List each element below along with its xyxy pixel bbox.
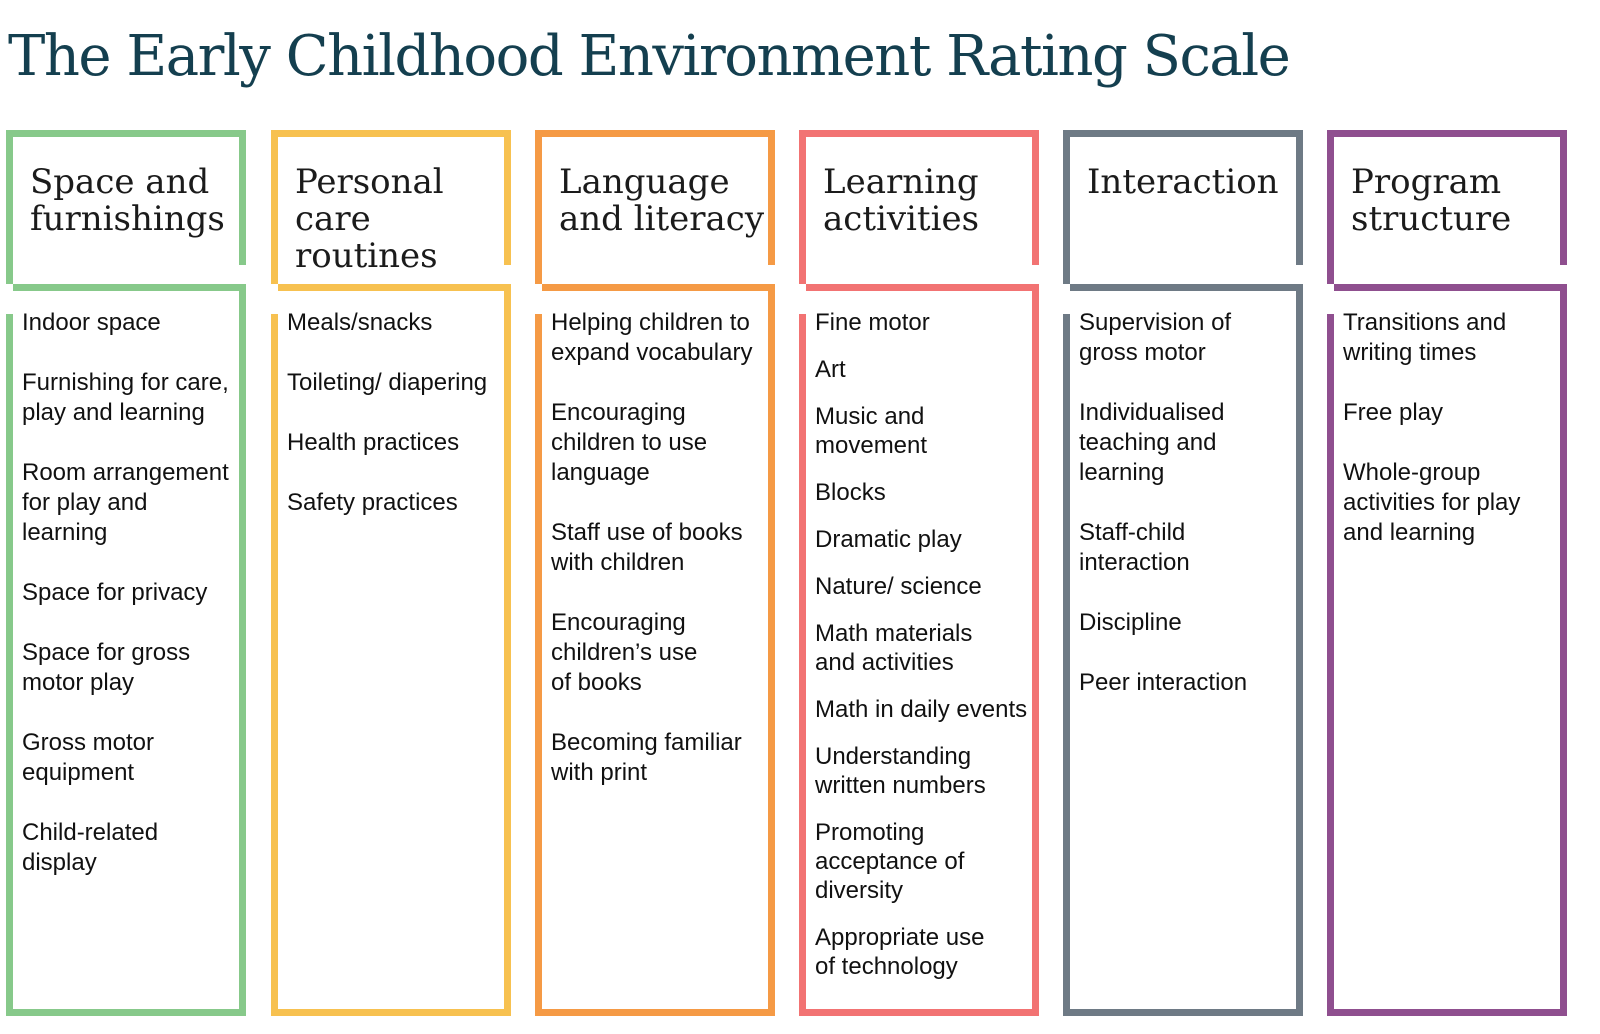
column-body-frame [1327,284,1567,1016]
list-item: Helping children to expand vocabulary [551,309,753,366]
list-item: Discipline [1079,609,1182,636]
list-item: Indoor space [22,309,161,336]
page-title: The Early Childhood Environment Rating S… [8,24,1291,89]
list-item: Transitions and writing times [1343,309,1507,366]
list-item: Art [815,356,846,383]
item-list: Indoor space Furnishing for care, play a… [22,308,244,908]
list-item: Encouraging children’s use of books [551,609,698,696]
column-heading: Personal care routines [295,162,444,276]
column-heading: Program structure [1351,162,1512,239]
list-item: Furnishing for care, play and learning [22,369,229,426]
column-heading: Space and furnishings [30,162,225,239]
list-item: Free play [1343,399,1444,426]
column-body-frame [535,284,775,1016]
column-body-frame [799,284,1039,1016]
list-item: Child-related display [22,819,159,876]
list-item: Health practices [287,429,460,456]
list-item: Space for privacy [22,579,208,606]
list-item: Staff-child interaction [1079,519,1190,576]
column-header-frame [271,130,511,291]
item-list: Helping children to expand vocabulary En… [551,308,773,818]
list-item: Blocks [815,479,886,506]
column-personal-care-routines: Personal care routines Meals/snacks Toil… [271,130,511,1016]
list-item: Peer interaction [1079,669,1248,696]
column-space-and-furnishings: Space and furnishings Indoor space Furni… [6,130,246,1016]
list-item: Promoting acceptance of diversity [815,819,965,904]
list-item: Space for gross motor play [22,639,191,696]
column-header-frame [1063,130,1303,291]
list-item: Fine motor [815,309,930,336]
list-item: Gross motor equipment [22,729,155,786]
list-item: Dramatic play [815,526,962,553]
column-header-frame [799,130,1039,291]
list-item: Appropriate use of technology [815,924,985,980]
column-heading: Language and literacy [559,162,765,239]
item-list: Meals/snacks Toileting/ diapering Health… [287,308,509,548]
column-language-and-literacy: Language and literacy Helping children t… [535,130,775,1016]
list-item: Encouraging children to use language [551,399,708,486]
list-item: Understanding written numbers [815,743,986,799]
list-item: Math in daily events [815,696,1028,723]
list-item: Toileting/ diapering [287,369,488,396]
column-heading: Interaction [1087,162,1279,202]
list-item: Music and movement [815,403,928,459]
list-item: Nature/ science [815,573,982,600]
list-item: Safety practices [287,489,458,516]
column-heading: Learning activities [823,162,980,239]
column-header-frame [6,130,246,291]
list-item: Individualised teaching and learning [1079,399,1225,486]
list-item: Whole-group activities for play and lear… [1343,459,1521,546]
column-learning-activities: Learning activities Fine motor Art Music… [799,130,1039,1016]
column-header-frame [535,130,775,291]
column-body-frame [6,284,246,1016]
item-list: Fine motor Art Music and movement Blocks… [815,308,1037,999]
column-body-frame [1063,284,1303,1016]
item-list: Supervision of gross motor Individualise… [1079,308,1301,728]
list-item: Room arrangement for play and learning [22,459,229,546]
list-item: Meals/snacks [287,309,433,336]
column-program-structure: Program structure Transitions and writin… [1327,130,1567,1016]
list-item: Math materials and activities [815,620,973,676]
column-interaction: Interaction Supervision of gross motor I… [1063,130,1303,1016]
item-list: Transitions and writing times Free play … [1343,308,1565,578]
list-item: Becoming familiar with print [551,729,742,786]
column-body-frame [271,284,511,1016]
list-item: Supervision of gross motor [1079,309,1232,366]
list-item: Staff use of books with children [551,519,743,576]
column-header-frame [1327,130,1567,291]
